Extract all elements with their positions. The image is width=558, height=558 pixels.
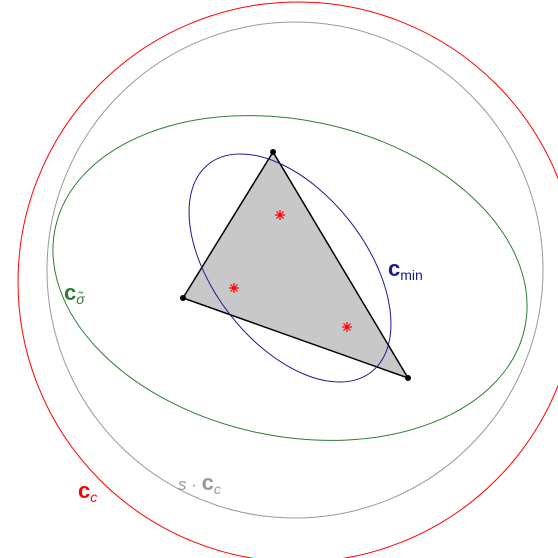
label-part: c [90, 489, 97, 505]
label-part: c [388, 256, 400, 281]
circle-scaled [46, 21, 544, 519]
label-part: c [78, 478, 90, 503]
label-part: σ̃ [76, 291, 85, 307]
label-csigma: cσ̃ [64, 280, 85, 307]
label-scc: s · cc [178, 470, 221, 497]
label-cmin: cmin [388, 256, 423, 283]
label-part: min [400, 267, 423, 283]
ellipse-min [188, 153, 392, 383]
sample-points [229, 210, 352, 332]
vertices [180, 149, 411, 381]
circle-cc [17, 1, 558, 558]
triangle [181, 150, 410, 380]
ellipse-sigma [52, 115, 528, 441]
label-part: s · [178, 475, 202, 494]
label-part: c [64, 280, 76, 305]
label-cc: cc [78, 478, 97, 505]
label-part: c [202, 470, 214, 495]
label-part: c [214, 481, 221, 497]
